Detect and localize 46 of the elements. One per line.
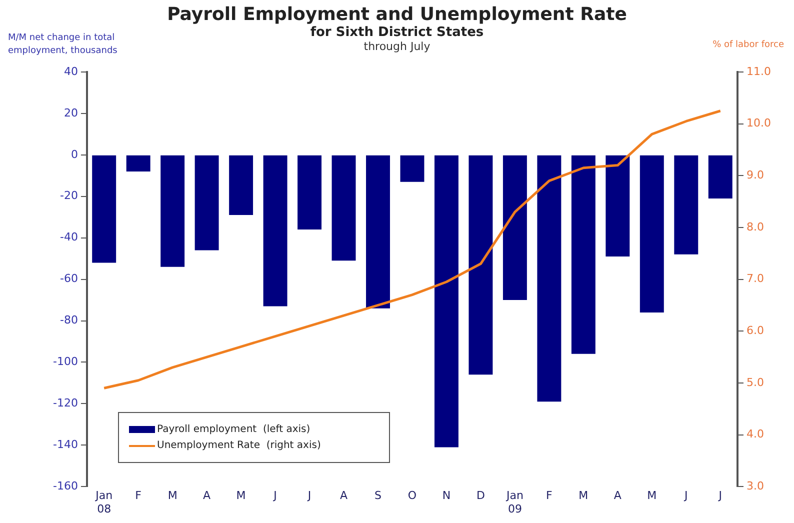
x-tick-label: M — [647, 489, 657, 502]
chart-subtitle: for Sixth District States — [310, 25, 484, 40]
x-tick-label: J — [718, 489, 722, 502]
y-axis-title: M/M net change in total employment, thousands — [8, 32, 118, 58]
y2-tick-label: 7.0 — [746, 272, 764, 286]
x-tick-label: J — [272, 489, 277, 502]
y-tick-label: 40 — [64, 64, 78, 78]
text: through July — [364, 40, 430, 53]
x-tick-label: S — [374, 489, 382, 502]
y-tick-label: 0 — [70, 148, 78, 161]
y2-tick-label: 11.0 — [746, 64, 772, 78]
x-tick-label: F — [546, 489, 552, 502]
y-tick-label: -120 — [52, 396, 78, 410]
y-tick-label: -140 — [52, 438, 78, 451]
x-tick-label: O — [408, 489, 417, 502]
y2-tick-label: 8.0 — [746, 220, 764, 234]
x-tick-label: A — [203, 489, 212, 502]
y2-tick-label: 6.0 — [746, 324, 764, 337]
x-tick-label: M — [578, 489, 588, 502]
y-tick-label: -60 — [60, 272, 78, 286]
x-tick-label: Jan 09 — [505, 489, 524, 516]
y-tick-label: -80 — [60, 314, 78, 327]
y2-tick-label: 9.0 — [746, 168, 764, 182]
y-tick-label: -20 — [60, 189, 78, 202]
y2-tick-label: 10.0 — [746, 116, 772, 130]
legend-label: Unemployment Rate (right axis) — [157, 440, 321, 451]
y2-tick-label: 5.0 — [746, 376, 764, 389]
x-tick-label: M — [236, 489, 246, 502]
x-tick-label: M — [168, 489, 178, 502]
x-tick-label: F — [135, 489, 142, 502]
chart-title: Payroll Employment and Unemployment Rate — [166, 4, 628, 25]
x-tick-label: D — [476, 489, 485, 502]
y2-tick-label: 4.0 — [746, 428, 764, 441]
y2-axis-title: % of labor force — [712, 40, 784, 50]
x-tick-label: N — [442, 489, 451, 502]
y2-tick-label: 3.0 — [746, 479, 764, 492]
legend-label: Payroll employment (left axis) — [157, 424, 310, 435]
y-tick-label: 20 — [64, 106, 78, 120]
x-tick-label: J — [306, 489, 312, 502]
x-tick-label: A — [340, 489, 348, 502]
x-tick-label: A — [614, 489, 622, 502]
x-tick-label: Jan 08 — [94, 489, 113, 516]
x-tick-label: J — [684, 489, 688, 502]
y-tick-label: -40 — [60, 230, 78, 244]
y-tick-label: -160 — [52, 479, 78, 492]
y-tick-label: -100 — [52, 355, 78, 368]
